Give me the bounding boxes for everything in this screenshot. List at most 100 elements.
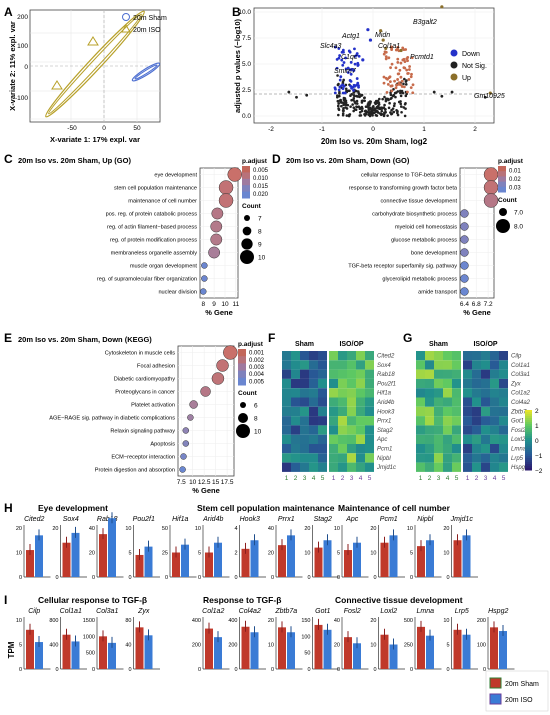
count-legend-title: Count [238,390,258,397]
bar-ytick: 10 [443,551,449,557]
volcano-point [363,112,366,116]
heatmap-gene-label: Stag2 [377,428,393,434]
volcano-point [393,79,396,83]
legend-sham-label: 20m Sham [505,681,539,688]
heatmap-gene-label: Loxl2 [511,437,526,443]
heatmap-cell [416,406,425,417]
heatmap-cell [282,453,291,463]
dotplot-xtick: 12.5 [198,479,211,486]
volcano-point [396,45,400,49]
count-legend-tick: 7 [258,216,262,223]
heatmap-sample-label: 4 [493,475,497,482]
padj-legend-swatch [238,356,246,364]
colorbar-segment [525,466,532,469]
heatmap-cell [347,425,356,435]
heatmap-cell [481,369,490,379]
dotplot-dot [460,222,469,231]
heatmap-cell [329,351,338,361]
volcano-point [399,75,403,79]
bar-iso [287,632,295,669]
bar-gene-title: Col4a2 [239,608,261,615]
heatmap-cell [481,444,490,454]
bar-legend: 20m Sham 20m ISO [485,670,549,712]
panel-a-iso-point [87,36,99,46]
bar-ytick: 0 [337,575,340,581]
dotplot-term: myeloid cell homeostasis [395,225,457,231]
heatmap-cell [318,444,327,454]
volcano-point [363,99,366,103]
heatmap-cell [416,397,425,407]
heatmap-cell [365,453,374,463]
heatmap-cell [452,397,461,407]
volcano-point [390,62,394,66]
heatmap-cell [347,369,356,379]
bar-ytick: 0 [19,667,22,673]
heatmap-cell [463,425,472,435]
heatmap-cell [291,434,300,444]
bar-ytick: 0 [271,575,274,581]
bar-gene-title: Lmna [416,608,434,615]
volcano-point [379,112,383,116]
panel-g: Sham ISO/OP Cilp Col1a1 Col3a1 Zyx Col1a2 Col4a… [416,341,531,482]
heatmap-cell [472,444,481,454]
bar-iso [323,629,332,669]
dotplot-dot [460,248,469,257]
volcano-point [355,94,358,98]
heatmap-colorbar: 2 1 0 −1 −2 [525,408,543,475]
bar-ytick: 200 [477,618,486,624]
volcano-point [400,85,404,88]
bar-sham [26,550,34,577]
heatmap-cell [490,369,499,379]
heatmap-cell [452,453,461,463]
dotplot-term: reg. of protein modification process [110,238,197,244]
heatmap-sample-label: 2 [341,475,345,482]
volcano-point [383,95,386,99]
heatmap-cell [434,388,443,398]
bar-iso [108,642,116,669]
padj-legend-swatch [498,176,506,183]
count-legend-dot [496,219,510,233]
volcano-point [366,28,370,32]
heatmap-cell [347,378,356,389]
heatmap-cell [463,453,472,463]
heatmap-cell [499,406,508,417]
heatmap-cell [291,444,300,454]
volcano-point [355,99,359,103]
heatmap-cell [356,444,365,454]
heatmap-gene-label: Apc [376,437,387,443]
heatmap-cell [490,416,499,426]
panel-b-points [287,5,492,118]
heatmap-cell [291,388,300,398]
volcano-point [390,112,394,115]
padj-legend-swatch [242,172,250,180]
bar-iso [353,542,361,577]
bar-gene-title: Stag2 [314,516,332,523]
bar-ytick: 200 [228,643,237,649]
volcano-point [353,84,357,88]
volcano-point [339,75,343,79]
heatmap-cell [443,434,452,444]
heatmap-cell [329,378,338,389]
bar-sham [380,542,389,577]
heatmap-cell [481,388,490,398]
heatmap-gene-label: Col3a1 [511,372,530,378]
heatmap-cell [416,462,425,472]
heatmap-cell [356,378,365,389]
heatmap-sample-label: 1 [332,475,336,482]
dotplot-dot [460,235,469,244]
panel-letter-f: F [268,331,275,345]
heatmap-cell [300,462,309,472]
heatmap-cell [490,378,499,389]
heatmap-cell [329,425,338,435]
heatmap-cell [443,369,452,379]
volcano-point [338,94,341,98]
heatmap-cell [472,453,481,463]
volcano-point [406,71,410,75]
panel-letter-h: H [4,501,13,515]
heatmap-cell [318,425,327,435]
volcano-point [386,114,389,117]
volcano-point [440,94,444,98]
bar-iso [71,532,80,577]
panel-b-xtick: 1 [422,126,426,133]
panel-b-grid [254,8,494,123]
